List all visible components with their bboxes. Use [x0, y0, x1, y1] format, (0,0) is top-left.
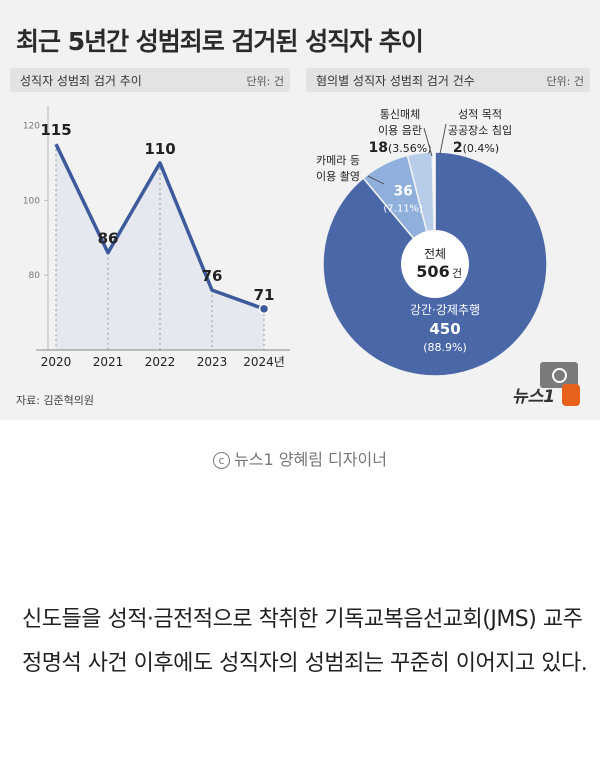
slice-pct-label: (88.9%) [423, 341, 467, 354]
leader-line [423, 127, 433, 157]
slice-name-label: 성적 목적 [458, 108, 502, 121]
data-label: 86 [98, 230, 119, 248]
data-label: 71 [254, 286, 275, 304]
slice-name-label: 카메라 등 [316, 154, 360, 167]
slice-name-label: 통신매체 [380, 108, 420, 121]
image-caption: c 뉴스1 양혜림 디자이너 [0, 446, 600, 470]
center-label: 전체 [424, 247, 446, 261]
x-tick-label: 2021 [93, 355, 124, 369]
y-tick-label: 120 [23, 121, 40, 131]
slice-value-label: 450 [429, 320, 460, 338]
source-note: 자료: 김준혁의원 [16, 394, 95, 407]
series-line [54, 143, 265, 311]
logo-mark-icon [562, 384, 580, 406]
x-tick-label: 2023 [197, 355, 228, 369]
slice-name-label: 이용 음란 [378, 124, 422, 137]
pie-panel-label: 혐의별 성직자 성범죄 검거 건수 [316, 74, 475, 88]
line-panel-unit: 단위: 건 [246, 75, 284, 88]
article-paragraph: 신도들을 성적·금전적으로 착취한 기독교복음선교회(JMS) 교주 정명석 사… [22, 607, 588, 676]
data-label: 115 [40, 121, 71, 139]
news1-logo: 뉴스1 [512, 387, 556, 407]
chart-title: 최근 5년간 성범죄로 검거된 성직자 추이 [16, 27, 424, 56]
caption-text: 뉴스1 양혜림 디자이너 [234, 450, 387, 469]
leader-line [367, 175, 385, 185]
data-label: 76 [202, 267, 223, 285]
slice-pct-label: (7.11%) [383, 204, 423, 215]
slice-value-label: 36 [393, 184, 412, 200]
leader-line [439, 123, 447, 155]
y-tick-label: 100 [23, 196, 40, 206]
center-unit: 건 [452, 267, 462, 280]
x-tick-label: 2020 [41, 355, 72, 369]
data-label: 110 [144, 140, 175, 158]
x-tick-label: 2022 [145, 355, 176, 369]
donut-hole [401, 230, 469, 298]
center-value: 506 [416, 262, 449, 281]
x-tick-label: 2024년 [243, 355, 285, 369]
pie-panel-header: 혐의별 성직자 성범죄 검거 건수 단위: 건 [306, 68, 590, 92]
y-tick-label: 80 [29, 271, 41, 281]
slice-name-label: 이용 촬영 [316, 170, 360, 183]
line-panel-label: 성직자 성범죄 검거 추이 [20, 74, 142, 88]
infographic: 최근 5년간 성범죄로 검거된 성직자 추이 성직자 성범죄 검거 추이 단위:… [0, 0, 600, 420]
line-chart: 80 100 120 115 86 110 76 71 2020 2021 2022 2023 2024… [23, 106, 290, 369]
slice-value-label: 2(0.4%) [453, 140, 499, 156]
line-panel-header: 성직자 성범죄 검거 추이 단위: 건 [10, 68, 290, 92]
copyright-icon: c [213, 452, 231, 469]
pie-panel-unit: 단위: 건 [546, 75, 584, 88]
slice-value-label: 18(3.56%) [368, 140, 431, 156]
camera-icon[interactable] [540, 362, 578, 388]
slice-name-label: 공공장소 침입 [448, 124, 512, 137]
data-point [258, 303, 270, 315]
slice-name-label: 강간·강제추행 [410, 302, 480, 317]
